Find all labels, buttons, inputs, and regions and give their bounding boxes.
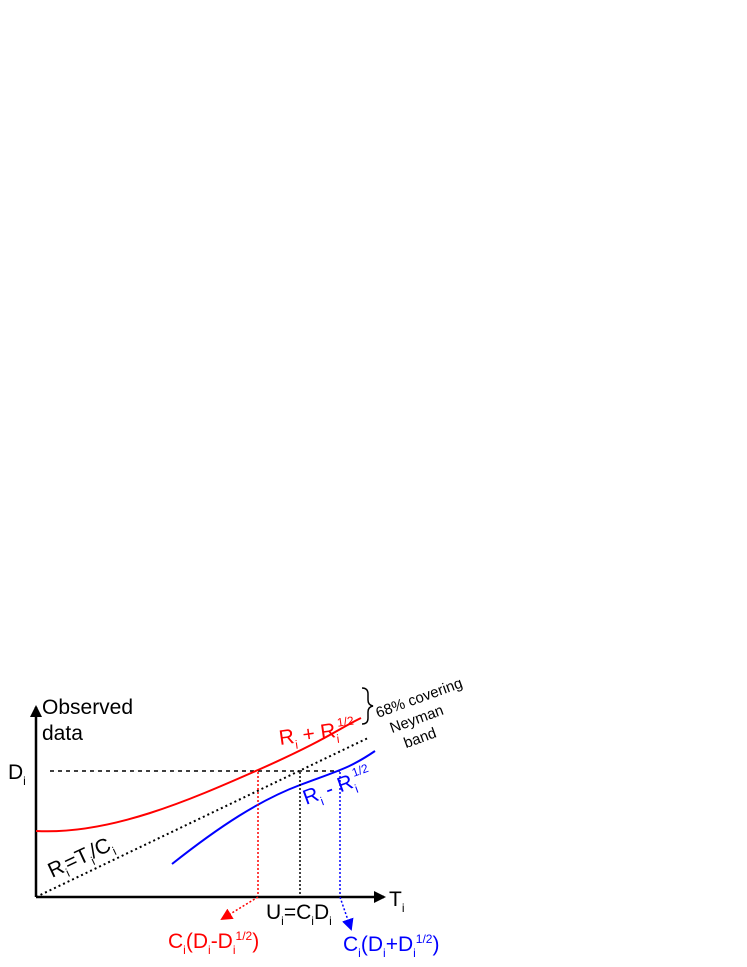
center-eq: =C bbox=[284, 901, 311, 924]
lower-curve-label: Ri - Ri 1/2 bbox=[299, 761, 376, 814]
ul-plus: +D bbox=[386, 933, 413, 956]
ll-close: ) bbox=[252, 930, 259, 953]
center-s2: i bbox=[311, 914, 314, 928]
ll-s3: i bbox=[233, 943, 236, 957]
lower-label-s2: i bbox=[353, 782, 360, 796]
d-tick-main: D bbox=[8, 761, 23, 784]
d-tick-label: Di bbox=[8, 761, 26, 788]
ll-minus: -D bbox=[211, 930, 233, 953]
upper-limit-arrow bbox=[339, 896, 354, 931]
x-axis-main: T bbox=[389, 888, 402, 911]
upper-label-plus: + R bbox=[295, 719, 337, 747]
mid-label-s3: i bbox=[110, 844, 118, 858]
center-estimate-label: Ui=CiDi bbox=[266, 901, 332, 928]
upper-band-curve bbox=[35, 717, 362, 833]
ll-open: (D bbox=[186, 930, 208, 953]
band-label: 68% covering Neyman band bbox=[374, 675, 465, 752]
ll-sup: 1/2 bbox=[236, 929, 253, 943]
ll-c: C bbox=[168, 930, 183, 953]
d-tick-sub: i bbox=[23, 774, 26, 788]
ul-open: (D bbox=[361, 933, 383, 956]
lower-label-s1: i bbox=[319, 794, 326, 808]
upper-label-s1: i bbox=[294, 738, 299, 752]
upper-label-sup: 1/2 bbox=[336, 714, 355, 730]
ul-s2: i bbox=[383, 946, 386, 960]
lower-label-sup: 1/2 bbox=[350, 761, 371, 780]
ul-s3: i bbox=[413, 946, 416, 960]
mid-label-s2: i bbox=[89, 854, 97, 868]
mid-line-label: Ri=Ti/Ci bbox=[44, 832, 118, 886]
upper-label-s2: i bbox=[336, 732, 341, 746]
upper-limit-label: Ci(Di+Di1/2) bbox=[343, 932, 439, 960]
ll-s1: i bbox=[183, 943, 186, 957]
y-axis-label-line1: Observed bbox=[42, 696, 133, 719]
mid-label-s1: i bbox=[64, 866, 72, 880]
lower-band-curve bbox=[171, 750, 376, 865]
lower-limit-arrow bbox=[220, 896, 259, 921]
ul-s1: i bbox=[358, 946, 361, 960]
lower-label-r1: R bbox=[300, 783, 322, 810]
center-d: D bbox=[314, 901, 329, 924]
center-u: U bbox=[266, 901, 281, 924]
lower-limit-label: Ci(Di-Di1/2) bbox=[168, 929, 259, 957]
expected-rate-line bbox=[35, 737, 369, 898]
band-brace bbox=[361, 687, 374, 725]
ul-c: C bbox=[343, 933, 358, 956]
ul-sup: 1/2 bbox=[416, 932, 433, 946]
x-axis-sub: i bbox=[402, 901, 405, 915]
y-axis-label-line2: data bbox=[42, 722, 83, 745]
upper-curve-label: Ri + Ri 1/2 bbox=[277, 714, 357, 754]
center-s3: i bbox=[329, 914, 332, 928]
ul-close: ) bbox=[432, 933, 439, 956]
x-axis-label: Ti bbox=[389, 888, 405, 915]
lower-label-minus: - R bbox=[317, 770, 357, 803]
center-s1: i bbox=[281, 914, 284, 928]
ll-s2: i bbox=[208, 943, 211, 957]
upper-label-r1: R bbox=[277, 725, 295, 750]
